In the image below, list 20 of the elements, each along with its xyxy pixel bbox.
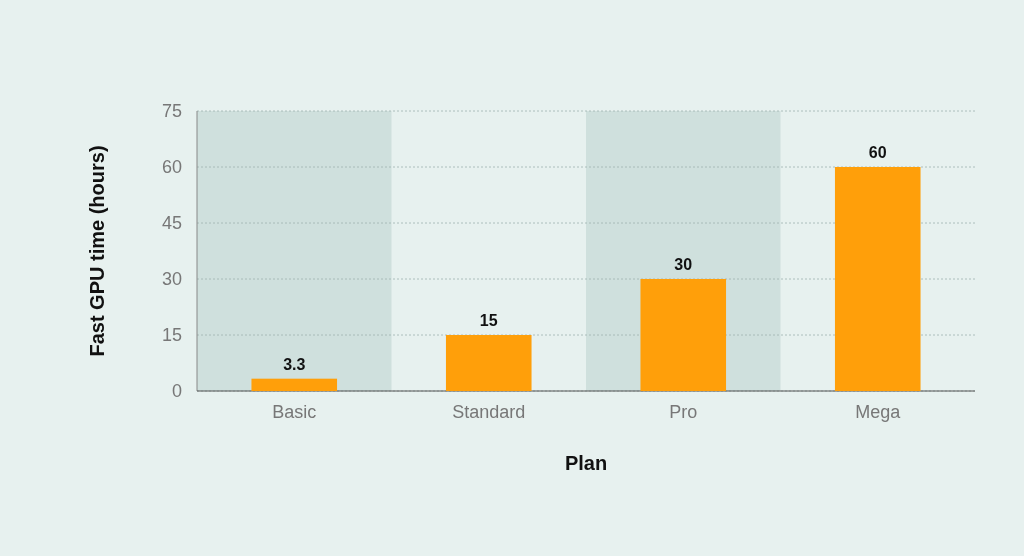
y-tick-label: 75 xyxy=(161,101,182,122)
x-axis-title: Plan xyxy=(564,452,608,474)
y-tick-label: 15 xyxy=(161,325,182,346)
y-tick-label: 30 xyxy=(161,269,182,290)
y-tick-label: 45 xyxy=(161,213,182,234)
bar xyxy=(445,335,532,391)
data-label: 15 xyxy=(479,312,498,329)
x-tick-label: Basic xyxy=(272,402,317,422)
data-label: 3.3 xyxy=(283,355,306,373)
y-tick-label: 60 xyxy=(161,157,182,178)
x-tick-label: Standard xyxy=(452,402,526,422)
y-axis-title: Fast GPU time (hours) xyxy=(86,145,108,357)
x-tick-label: Pro xyxy=(669,402,698,422)
data-label: 60 xyxy=(868,144,887,161)
data-label: 30 xyxy=(674,256,693,273)
bar xyxy=(834,167,921,391)
y-tick-label: 0 xyxy=(171,381,182,402)
bar xyxy=(640,279,727,391)
bar xyxy=(251,378,338,391)
x-tick-label: Mega xyxy=(855,402,902,422)
